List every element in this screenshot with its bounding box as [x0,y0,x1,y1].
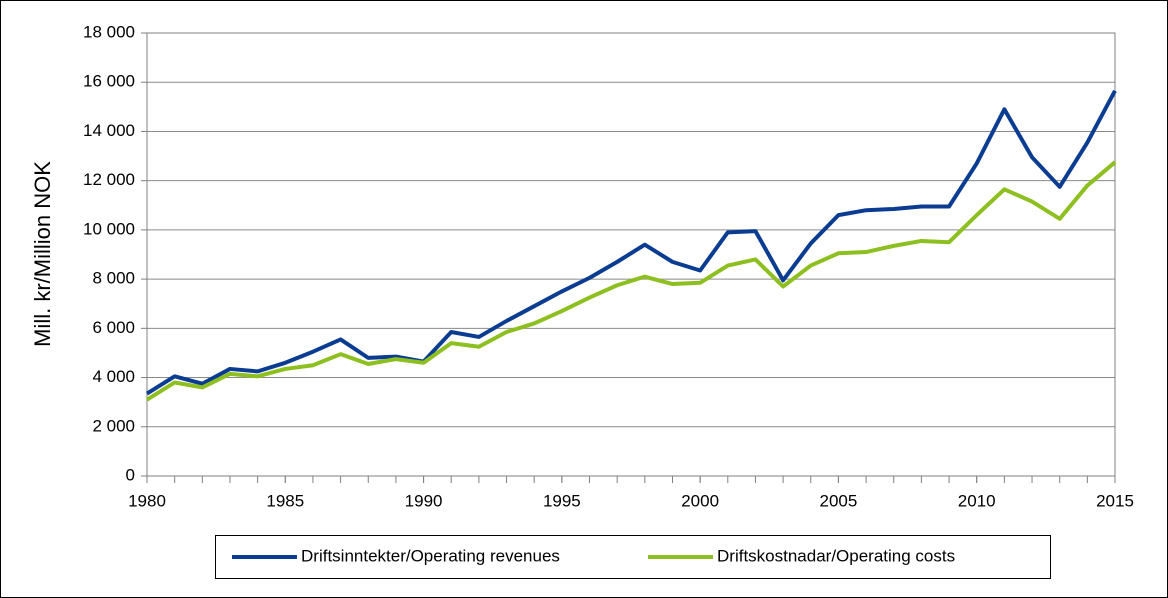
y-tick-label: 14 000 [83,121,135,140]
series-line [145,89,1117,396]
y-tick-label: 8 000 [92,269,135,288]
legend-box [215,535,1051,579]
x-tick-label: 2005 [820,491,858,510]
x-tick-label: 1980 [128,491,166,510]
y-tick-label: 16 000 [83,72,135,91]
y-tick-label: 6 000 [92,318,135,337]
y-tick-label: 12 000 [83,170,135,189]
legend-label: Driftsinntekter/Operating revenues [301,546,560,565]
x-tick-label: 2015 [1096,491,1134,510]
x-tick-label: 1990 [405,491,443,510]
x-tick-label: 2000 [681,491,719,510]
y-axis-label: Mill. kr/Million NOK [30,161,55,347]
x-tick-label: 2010 [958,491,996,510]
x-tick-label: 1985 [266,491,304,510]
x-tick-label: 1995 [543,491,581,510]
y-tick-label: 2 000 [92,416,135,435]
series-line [145,160,1117,402]
y-tick-label: 0 [126,465,135,484]
y-tick-label: 18 000 [83,22,135,41]
plot-border [146,32,1116,477]
y-tick-label: 10 000 [83,219,135,238]
y-tick-label: 4 000 [92,367,135,386]
legend-label: Driftskostnadar/Operating costs [717,546,955,565]
